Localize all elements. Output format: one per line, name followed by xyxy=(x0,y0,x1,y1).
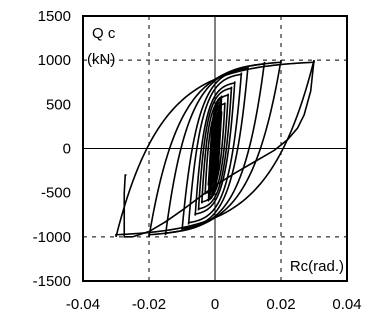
x-tick-label: 0 xyxy=(211,296,219,313)
y-tick-label: 1000 xyxy=(38,52,71,69)
hysteresis-loop xyxy=(197,86,233,211)
final-branch xyxy=(123,60,315,238)
x-tick-label: -0.04 xyxy=(66,296,100,313)
x-axis-title: Rc(rad.) xyxy=(290,258,344,275)
x-tick-label: 0.02 xyxy=(266,296,295,313)
tick-labels: 1500 1000 500 0 -500 -1000 -1500 -0.04 -0.02 0 0.0… xyxy=(33,8,362,313)
y-tick-label: -1500 xyxy=(33,273,71,290)
y-tick-label: 500 xyxy=(46,96,71,113)
hysteresis-loop xyxy=(194,81,236,216)
plot-frame xyxy=(82,15,348,282)
y-tick-label: -500 xyxy=(41,185,71,202)
x-tick-label: 0.04 xyxy=(332,296,361,313)
y-tick-label: -1000 xyxy=(33,229,71,246)
y-tick-label: 1500 xyxy=(38,8,71,25)
x-tick-label: -0.02 xyxy=(132,296,166,313)
hysteresis-loop xyxy=(148,60,282,237)
y-axis-unit: (kN) xyxy=(87,51,115,68)
hysteresis-loop xyxy=(201,93,229,204)
inner-loop xyxy=(207,95,223,202)
y-tick-label: 0 xyxy=(63,141,71,158)
hysteresis-curves xyxy=(115,59,315,238)
y-axis-title: Q c xyxy=(92,25,116,42)
hysteresis-loop xyxy=(187,72,243,225)
